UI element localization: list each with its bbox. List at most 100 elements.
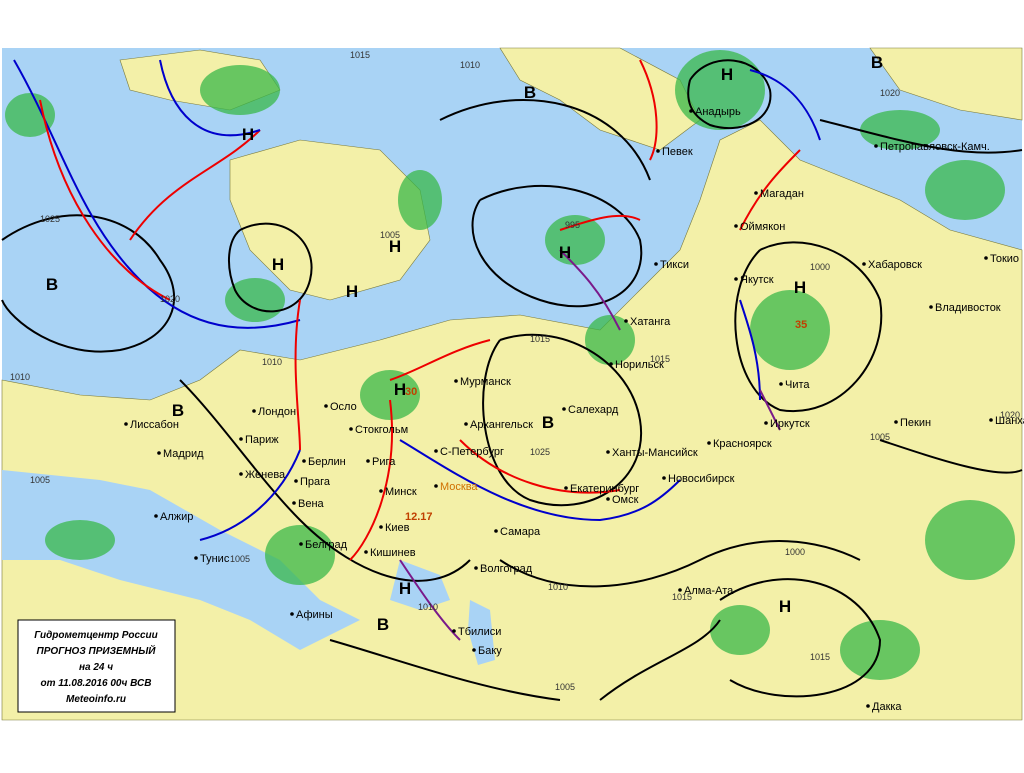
city-dot (662, 476, 666, 480)
city-label: Париж (245, 434, 279, 446)
city-dot (157, 451, 161, 455)
city-label: Ханты-Мансийск (612, 447, 698, 459)
city-dot (454, 379, 458, 383)
city-dot (124, 422, 128, 426)
alaska (869, 47, 1023, 121)
city-label: Рига (372, 456, 396, 468)
city-dot (866, 704, 870, 708)
city-label: Лондон (258, 406, 296, 418)
city-label: Алма-Ата (684, 585, 734, 597)
isobar-label: 1010 (548, 582, 568, 592)
isobar-label: 1020 (160, 294, 180, 304)
city-dot (194, 556, 198, 560)
city-label: Тикси (660, 259, 689, 271)
fronts (13, 59, 821, 641)
greenland (229, 139, 431, 301)
isobar-label: 1005 (555, 682, 575, 692)
city-dot (764, 421, 768, 425)
city-label: Тунис (200, 553, 230, 565)
city-dot (364, 550, 368, 554)
legend-line: Гидрометцентр России (34, 630, 158, 641)
city-label: Оймякон (740, 221, 785, 233)
legend-line: Meteoinfo.ru (66, 694, 126, 705)
isobar-label: 1015 (530, 334, 550, 344)
city-label: Магадан (760, 188, 804, 200)
pressure-center: В (377, 615, 389, 634)
city-label: Самара (500, 526, 541, 538)
city-label: Владивосток (935, 302, 1001, 314)
city-dot (464, 422, 468, 426)
isobar-label: 1005 (380, 230, 400, 240)
city-label: Киев (385, 522, 410, 534)
pressure-center: Н (779, 597, 791, 616)
city-dot (606, 497, 610, 501)
city-dot (452, 629, 456, 633)
city-dot (349, 427, 353, 431)
isobar-label: 995 (565, 220, 580, 230)
city-label: Баку (478, 645, 502, 657)
legend-line: ПРОГНОЗ ПРИЗЕМНЫЙ (37, 644, 157, 657)
city-dot (252, 409, 256, 413)
city-label: Токио (990, 253, 1019, 265)
city-label: Архангельск (470, 419, 533, 431)
city-label: Тбилиси (458, 626, 501, 638)
city-label: Афины (296, 609, 333, 621)
city-dot (624, 319, 628, 323)
city-dot (874, 144, 878, 148)
city-label: Салехард (568, 404, 619, 416)
isobars (1, 59, 1023, 701)
city-dot (299, 542, 303, 546)
city-dot (434, 449, 438, 453)
city-dot (689, 109, 693, 113)
city-label: Осло (330, 401, 357, 413)
map-area: Лиссабон Мадрид Алжир Тунис Лондон Париж Женев… (1, 47, 1024, 721)
isobar-label: 1015 (810, 652, 830, 662)
temperature-label: 30 (405, 386, 417, 398)
isobar-label: 1005 (30, 475, 50, 485)
city-label: С-Петербург (440, 446, 504, 458)
city-dot (654, 262, 658, 266)
pressure-center: Н (721, 65, 733, 84)
city-dot (707, 441, 711, 445)
isobar-label: 1010 (262, 357, 282, 367)
city-label: Чита (785, 379, 810, 391)
city-label: Москва (440, 481, 478, 493)
city-label: Екатеринбург (570, 483, 639, 495)
pressure-center: Н (389, 237, 401, 256)
city-dot (656, 149, 660, 153)
city-label: Шанхай (995, 415, 1024, 427)
pressure-center: Н (399, 579, 411, 598)
city-dot (474, 566, 478, 570)
isobar-label: 1005 (870, 432, 890, 442)
city-dot (564, 486, 568, 490)
city-label: Минск (385, 486, 417, 498)
legend-line: от 11.08.2016 00ч ВСВ (40, 678, 151, 689)
city-label: Красноярск (713, 438, 772, 450)
city-dot (290, 612, 294, 616)
city-dot (379, 525, 383, 529)
city-dot (894, 420, 898, 424)
city-label: Хатанга (630, 316, 671, 328)
black-caspian-sea (390, 560, 495, 665)
city-label: Мурманск (460, 376, 511, 388)
city-label: Дакка (872, 701, 902, 713)
city-label: Якутск (740, 274, 774, 286)
city-label: Волгоград (480, 563, 533, 575)
isobar-label: 1020 (1000, 410, 1020, 420)
isobar-label: 1015 (650, 354, 670, 364)
city-dot (779, 382, 783, 386)
city-label: Кишинев (370, 547, 416, 559)
city-label: Петропавловск-Камч. (880, 141, 990, 153)
city-dot (678, 588, 682, 592)
isobar-label: 1000 (785, 547, 805, 557)
temperature-label: 35 (795, 319, 807, 331)
pressure-center: Н (346, 282, 358, 301)
pressure-center: Н (242, 125, 254, 144)
legend-line: на 24 ч (79, 662, 113, 673)
city-label: Прага (300, 476, 331, 488)
city-dot (472, 648, 476, 652)
isobar-label: 1020 (880, 88, 900, 98)
city-label: Омск (612, 494, 639, 506)
city-dot (929, 305, 933, 309)
